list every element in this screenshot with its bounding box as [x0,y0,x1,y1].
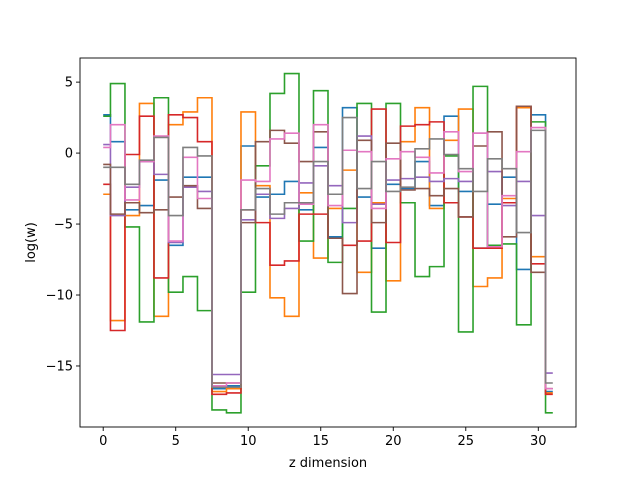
x-tick-label: 10 [240,434,257,449]
y-tick-label: 0 [65,147,73,162]
series-layer [103,72,553,414]
x-tick-label: 5 [172,434,180,449]
x-tick-label: 0 [99,434,107,449]
series-6-line [103,105,553,390]
x-axis-label: z dimension [289,456,367,471]
plot-frame [79,57,577,428]
x-tick-label: 20 [385,434,402,449]
x-axis-ticks: 0 5 10 15 20 25 30 [99,427,547,449]
x-tick-label: 30 [530,434,547,449]
y-tick-label: −15 [46,359,73,374]
y-axis-ticks: 5 0 −5 −10 −15 [46,76,80,374]
y-tick-label: −5 [54,218,73,233]
series-8-line [103,116,553,389]
y-tick-label: −10 [46,289,73,304]
x-tick-label: 25 [458,434,475,449]
y-tick-label: 5 [65,76,73,91]
y-axis-label: log(w) [24,222,39,263]
x-tick-label: 15 [312,434,329,449]
